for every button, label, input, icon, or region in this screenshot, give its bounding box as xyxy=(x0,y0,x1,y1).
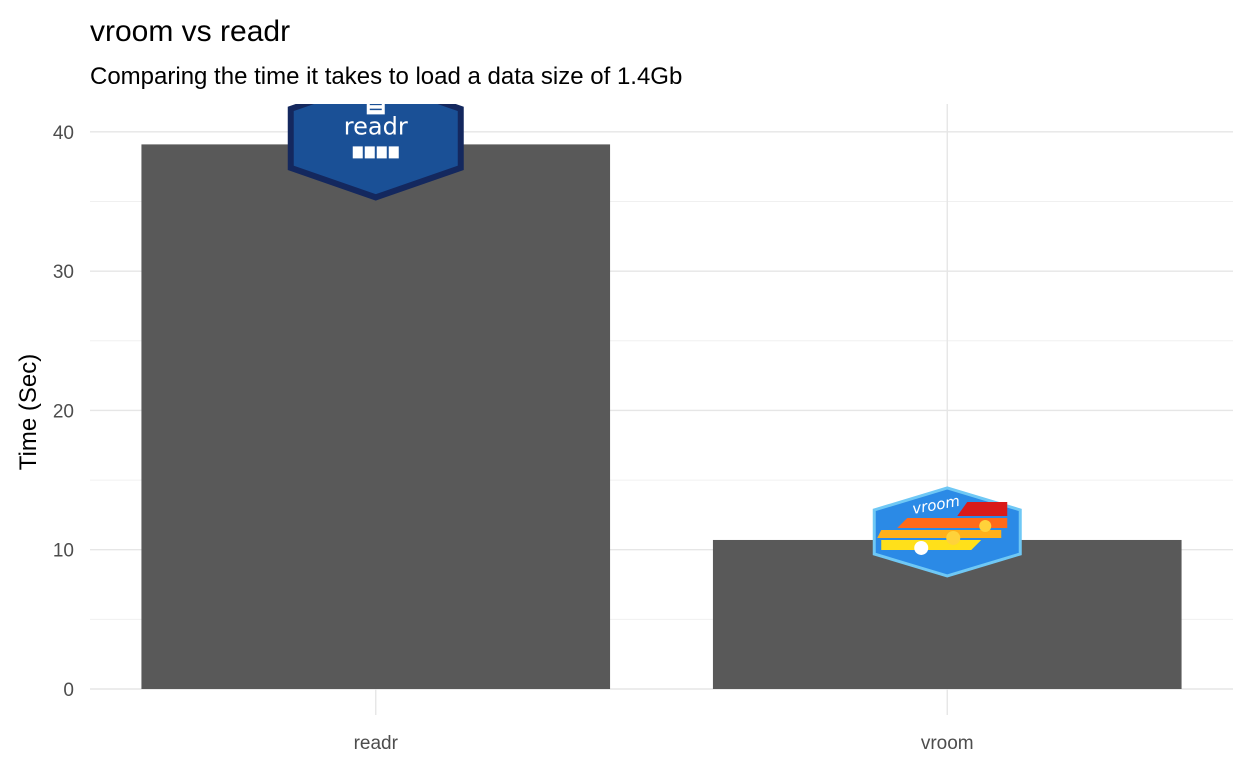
y-tick-label: 0 xyxy=(63,680,74,701)
table-cell-icon xyxy=(376,146,387,159)
y-tick-label: 40 xyxy=(53,123,74,144)
table-cell-icon xyxy=(352,146,363,159)
chart-subtitle: Comparing the time it takes to load a da… xyxy=(90,63,682,90)
readr-hex-logo: readr xyxy=(287,104,464,201)
bar-readr xyxy=(141,144,611,690)
y-tick-label: 30 xyxy=(53,262,74,283)
ticks: 0 10 20 30 40 readr vroom xyxy=(53,123,974,754)
x-tick-label: readr xyxy=(354,733,399,754)
vroom-hex-logo: vroom xyxy=(872,486,1022,578)
y-tick-label: 20 xyxy=(53,401,74,422)
table-cell-icon xyxy=(364,146,375,159)
readr-logo-label: readr xyxy=(344,112,408,140)
logos: readr vroom xyxy=(287,104,1022,578)
bars xyxy=(141,144,1182,690)
y-tick-label: 10 xyxy=(53,541,74,562)
readr-hex-shape xyxy=(287,104,464,201)
table-cell-icon xyxy=(388,146,399,159)
y-axis-label: Time (Sec) xyxy=(15,354,42,470)
x-tick-label: vroom xyxy=(921,733,974,754)
chart-title: vroom vs readr xyxy=(90,15,290,48)
